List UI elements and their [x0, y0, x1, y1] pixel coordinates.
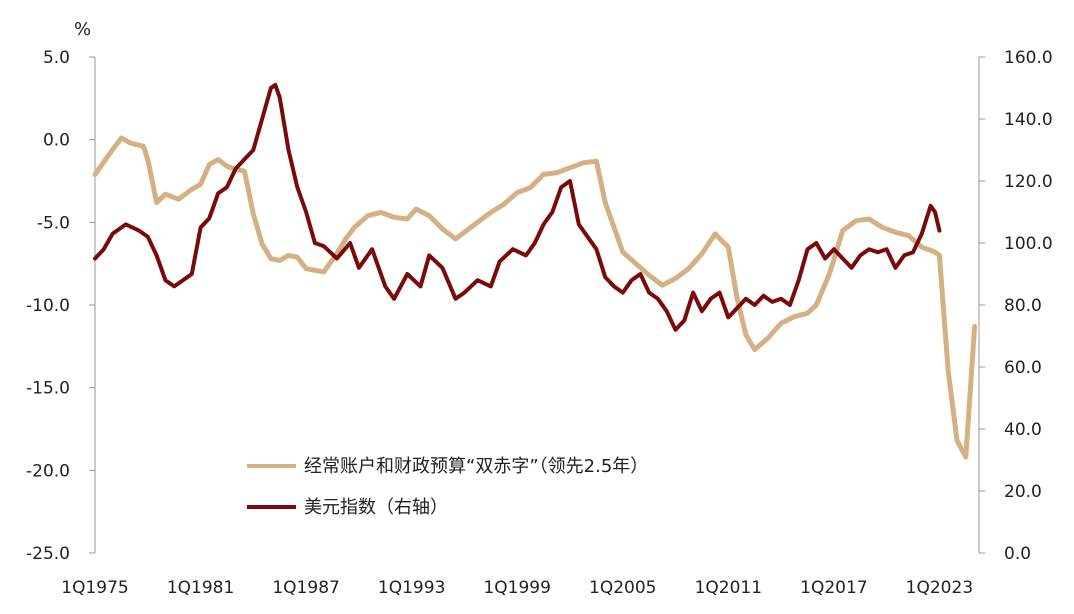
x-tick-label: 1Q2011: [695, 578, 762, 598]
y-left-tick-label: -20.0: [26, 461, 70, 481]
x-tick-label: 1Q2005: [589, 578, 656, 598]
y-left-tick-label: -15.0: [26, 379, 70, 399]
x-tick-label: 1Q1999: [483, 578, 550, 598]
legend-label-dollar-index: 美元指数（右轴）: [304, 497, 448, 518]
y-right-tick-label: 120.0: [1004, 172, 1053, 192]
x-tick-label: 1Q1975: [61, 578, 128, 598]
y-right-tick-label: 40.0: [1004, 420, 1042, 440]
x-tick-label: 1Q1987: [272, 578, 339, 598]
x-ticks: 1Q1975 1Q1981 1Q1987 1Q1993 1Q1999 1Q2005 1Q20…: [61, 578, 973, 598]
y-right-tick-label: 80.0: [1004, 296, 1042, 316]
y-left-tick-label: 0.0: [43, 131, 70, 151]
legend-label-twin-deficit: 经常账户和财政预算“双赤字”（领先2.5年）: [304, 456, 648, 477]
y-left-tick-label: 5.0: [43, 48, 70, 68]
y-right-tick-label: 20.0: [1004, 482, 1042, 502]
y-right-tick-label: 100.0: [1004, 234, 1053, 254]
legend: 经常账户和财政预算“双赤字”（领先2.5年） 美元指数（右轴）: [247, 456, 648, 518]
series-line-dollar-index: [93, 82, 942, 332]
y-left-ticks: 5.0 0.0 -5.0 -10.0 -15.0 -20.0 -25.0: [26, 48, 95, 564]
x-tick-label: 1Q1981: [167, 578, 234, 598]
x-tick-label: 1Q2023: [906, 578, 973, 598]
y-right-ticks: 160.0 140.0 120.0 100.0 80.0 60.0 40.0 20.0 0.0: [979, 48, 1053, 564]
y-right-tick-label: 60.0: [1004, 358, 1042, 378]
y-right-tick-label: 0.0: [1004, 544, 1031, 564]
y-right-tick-label: 160.0: [1004, 48, 1053, 68]
series-line-twin-deficit: [92, 135, 978, 460]
y-right-tick-label: 140.0: [1004, 110, 1053, 130]
y-left-unit-label: %: [74, 19, 91, 40]
x-tick-label: 1Q2017: [800, 578, 867, 598]
y-left-tick-label: -25.0: [26, 544, 70, 564]
y-left-tick-label: -5.0: [37, 213, 70, 233]
x-tick-label: 1Q1993: [378, 578, 445, 598]
y-left-tick-label: -10.0: [26, 296, 70, 316]
